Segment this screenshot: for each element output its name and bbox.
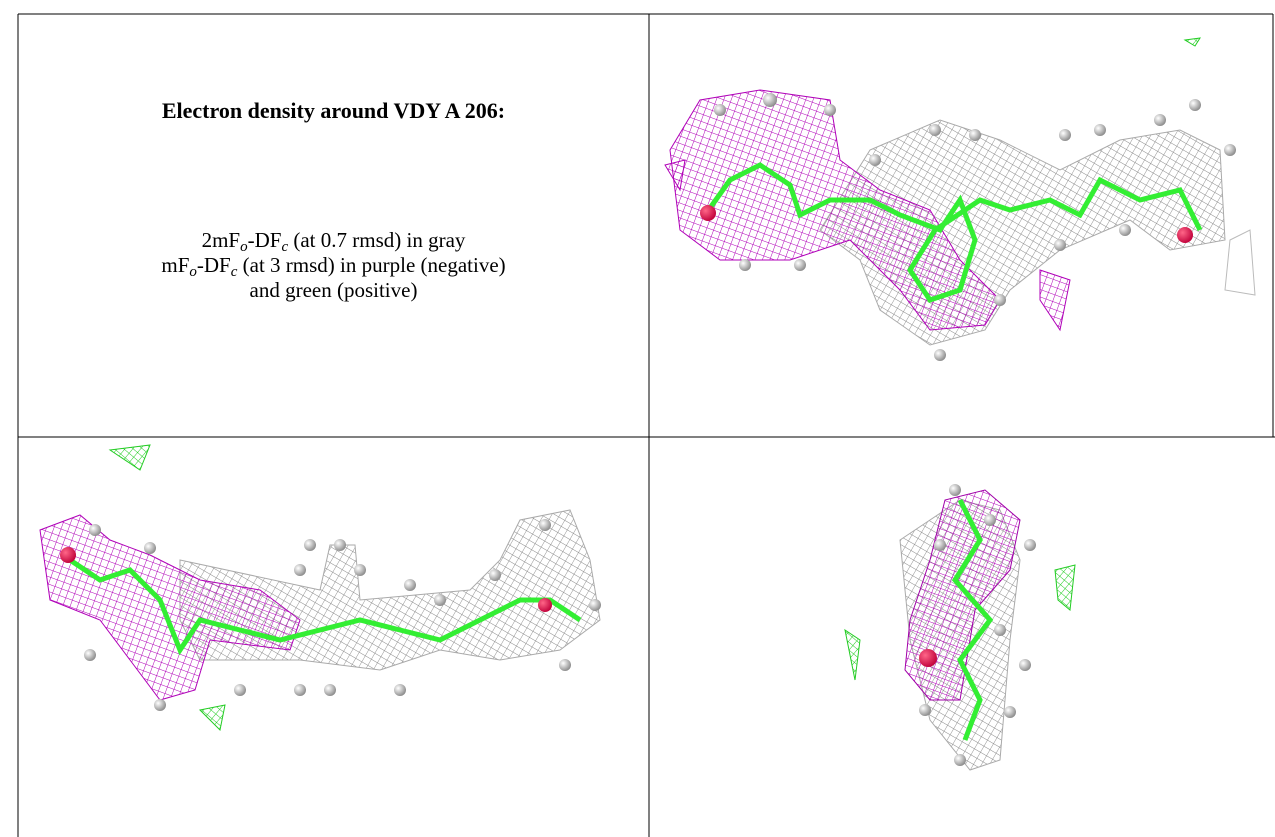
caption-body: 2mFo-DFc (at 0.7 rmsd) in gray mFo-DFc (…	[18, 228, 649, 303]
subscript: o	[189, 264, 197, 280]
density-view-2	[40, 445, 601, 730]
text: -DF	[248, 228, 282, 252]
text: (at 3 rmsd) in purple (negative)	[237, 253, 505, 277]
text: and green (positive)	[250, 278, 418, 302]
density-view-3	[845, 484, 1075, 770]
caption-cell: Electron density around VDY A 206: 2mFo-…	[18, 14, 649, 437]
caption-line: mFo-DFc (at 3 rmsd) in purple (negative)	[18, 253, 649, 278]
caption-line: and green (positive)	[18, 278, 649, 303]
text: (at 0.7 rmsd) in gray	[288, 228, 465, 252]
caption-line: 2mFo-DFc (at 0.7 rmsd) in gray	[18, 228, 649, 253]
density-view-1	[665, 38, 1255, 361]
text: mF	[161, 253, 189, 277]
page: Electron density around VDY A 206: 2mFo-…	[0, 0, 1275, 837]
text: -DF	[197, 253, 231, 277]
text: 2mF	[202, 228, 241, 252]
caption-title: Electron density around VDY A 206:	[18, 98, 649, 124]
